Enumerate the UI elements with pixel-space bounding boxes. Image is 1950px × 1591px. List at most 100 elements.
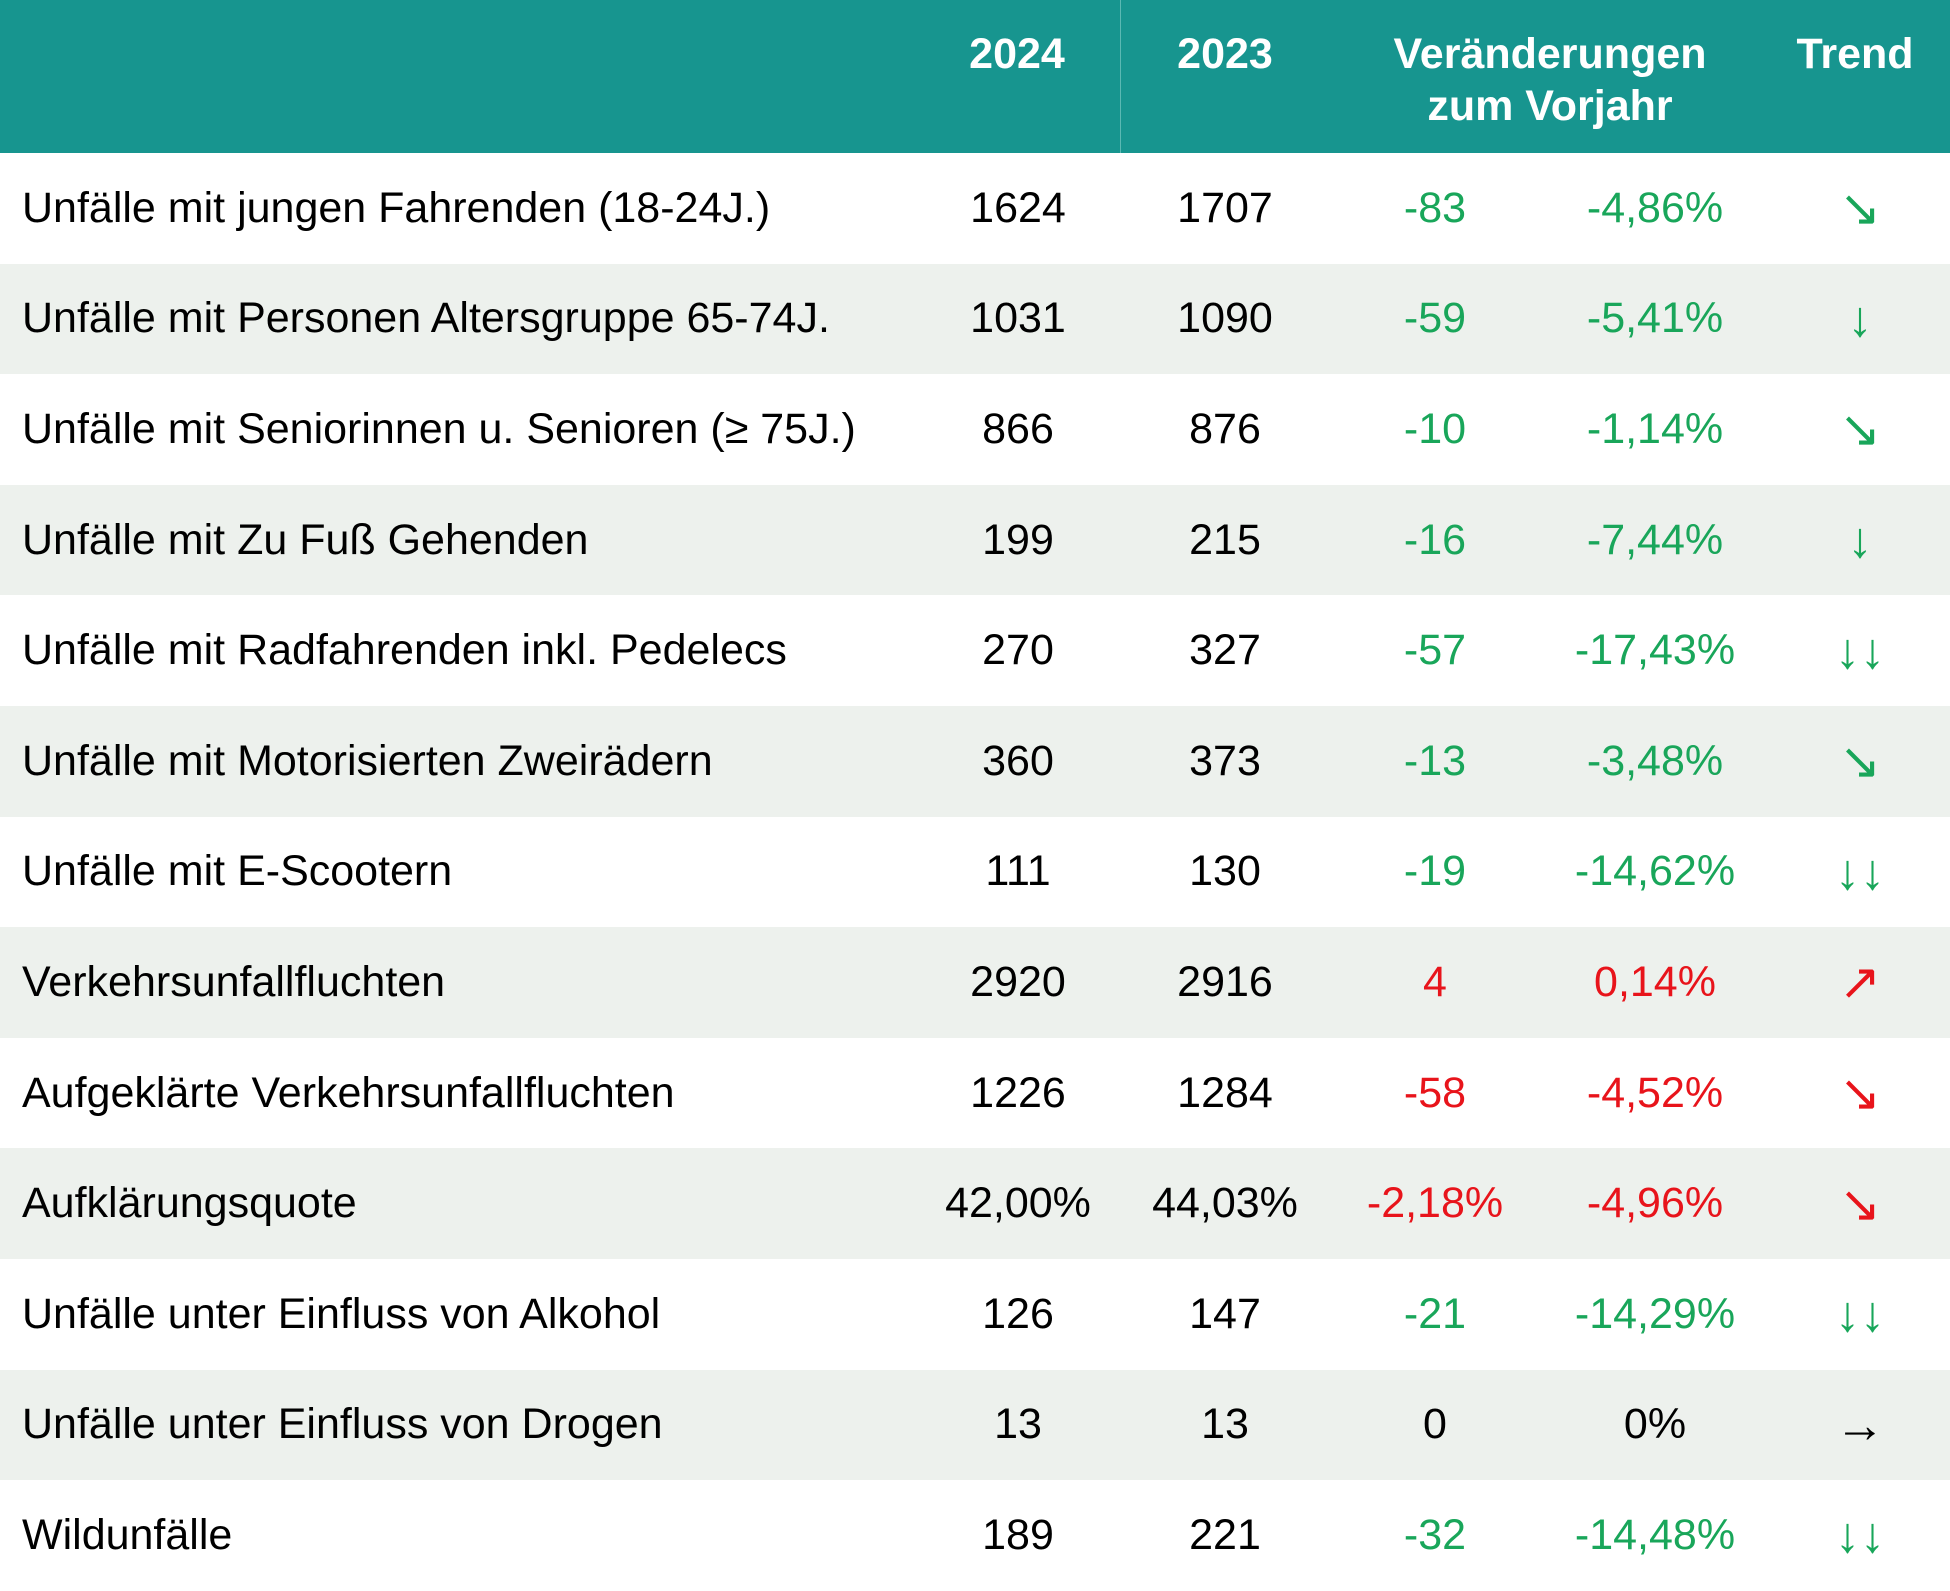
- value-2023: 1090: [1177, 294, 1273, 343]
- arrow-down-right-icon: ↘: [1839, 180, 1881, 237]
- change-absolute: -16: [1403, 515, 1467, 564]
- row-label: Unfälle mit Personen Altersgruppe 65-74J…: [22, 294, 830, 343]
- header-divider: [1120, 0, 1121, 153]
- table-row: Unfälle mit jungen Fahrenden (18-24J.) 16…: [0, 153, 1950, 264]
- arrow-down-right-icon: ↘: [1839, 1065, 1881, 1122]
- table-row: Wildunfälle 189 221 -32 -14,48% ↓↓: [0, 1480, 1950, 1591]
- value-2023: 130: [1189, 847, 1261, 896]
- value-2023: 13: [1201, 1400, 1249, 1449]
- value-2024: 13: [994, 1400, 1042, 1449]
- table-row: Unfälle mit Motorisierten Zweirädern 360 3…: [0, 705, 1950, 817]
- double-arrow-down-icon: ↓↓: [1835, 1286, 1885, 1343]
- table-row: Unfälle mit Personen Altersgruppe 65-74J…: [0, 263, 1950, 375]
- change-percent: -14,48%: [1574, 1510, 1736, 1559]
- value-2024: 189: [982, 1510, 1054, 1559]
- change-percent: -4,86%: [1586, 183, 1724, 232]
- value-2024: 866: [982, 404, 1054, 453]
- row-label: Aufgeklärte Verkehrsunfallfluchten: [22, 1068, 675, 1117]
- double-arrow-down-icon: ↓↓: [1835, 622, 1885, 679]
- arrow-down-icon: ↓: [1847, 512, 1873, 569]
- change-percent: -3,48%: [1586, 736, 1724, 785]
- value-2024: 42,00%: [945, 1179, 1091, 1228]
- header-change: Veränderungen zum Vorjahr: [1340, 28, 1760, 132]
- table-row: Unfälle mit E-Scootern 111 130 -19 -14,62% ↓↓: [0, 817, 1950, 928]
- value-2024: 360: [982, 736, 1054, 785]
- change-percent: 0%: [1623, 1400, 1687, 1449]
- double-arrow-down-icon: ↓↓: [1835, 1507, 1885, 1564]
- table-row: Verkehrsunfallfluchten 2920 2916 4 0,14% ↗: [0, 927, 1950, 1038]
- change-percent: -7,44%: [1586, 515, 1724, 564]
- value-2023: 147: [1189, 1289, 1261, 1338]
- value-2023: 876: [1189, 404, 1261, 453]
- value-2024: 2920: [970, 957, 1066, 1006]
- value-2024: 270: [982, 626, 1054, 675]
- table-row: Unfälle mit Zu Fuß Gehenden 199 215 -16 -7,4…: [0, 484, 1950, 596]
- change-percent: -1,14%: [1586, 404, 1724, 453]
- change-absolute: -59: [1403, 294, 1467, 343]
- change-absolute: 0: [1423, 1400, 1447, 1449]
- double-arrow-down-icon: ↓↓: [1835, 843, 1885, 900]
- header-2024: 2024: [969, 30, 1065, 78]
- change-absolute: 4: [1423, 957, 1447, 1006]
- change-absolute: -83: [1403, 183, 1467, 232]
- change-percent: -4,96%: [1586, 1179, 1724, 1228]
- table-body: Unfälle mit jungen Fahrenden (18-24J.) 16…: [0, 153, 1950, 1591]
- arrow-right-icon: →: [1835, 1396, 1885, 1453]
- row-label: Unfälle mit Radfahrenden inkl. Pedelecs: [22, 626, 787, 675]
- header-change-line1: Veränderungen: [1393, 30, 1707, 78]
- change-absolute: -10: [1403, 404, 1467, 453]
- value-2024: 199: [982, 515, 1054, 564]
- value-2023: 327: [1189, 626, 1261, 675]
- change-absolute: -32: [1403, 1510, 1467, 1559]
- row-label: Verkehrsunfallfluchten: [22, 957, 446, 1006]
- change-absolute: -19: [1403, 847, 1467, 896]
- row-label: Unfälle mit jungen Fahrenden (18-24J.): [22, 183, 771, 232]
- value-2024: 111: [985, 847, 1051, 896]
- value-2024: 126: [982, 1289, 1054, 1338]
- arrow-down-icon: ↓: [1847, 290, 1873, 347]
- change-absolute: -57: [1403, 626, 1467, 675]
- change-absolute: -13: [1403, 736, 1467, 785]
- row-label: Wildunfälle: [22, 1510, 233, 1559]
- value-2023: 221: [1189, 1510, 1261, 1559]
- row-label: Unfälle mit Seniorinnen u. Senioren (≥ 7…: [22, 404, 856, 453]
- value-2024: 1624: [970, 183, 1066, 232]
- value-2023: 1284: [1177, 1068, 1273, 1117]
- table-row: Aufgeklärte Verkehrsunfallfluchten 1226 12…: [0, 1038, 1950, 1149]
- change-absolute: -58: [1403, 1068, 1467, 1117]
- table-row: Aufklärungsquote 42,00% 44,03% -2,18% -4,96%…: [0, 1148, 1950, 1259]
- change-percent: -14,29%: [1574, 1289, 1736, 1338]
- table-row: Unfälle mit Radfahrenden inkl. Pedelecs 2…: [0, 595, 1950, 706]
- change-percent: -5,41%: [1586, 294, 1724, 343]
- table-row: Unfälle unter Einfluss von Drogen 13 13 0 0%…: [0, 1369, 1950, 1481]
- arrow-up-right-icon: ↗: [1839, 954, 1881, 1011]
- value-2023: 373: [1189, 736, 1261, 785]
- header-2023: 2023: [1177, 30, 1273, 78]
- value-2024: 1226: [970, 1068, 1066, 1117]
- row-label: Aufklärungsquote: [22, 1179, 357, 1228]
- change-percent: -17,43%: [1574, 626, 1736, 675]
- row-label: Unfälle unter Einfluss von Alkohol: [22, 1289, 661, 1338]
- table-row: Unfälle unter Einfluss von Alkohol 126 147…: [0, 1259, 1950, 1370]
- change-percent: -4,52%: [1586, 1068, 1724, 1117]
- arrow-down-right-icon: ↘: [1839, 733, 1881, 790]
- table-header: 2024 2023 Veränderungen zum Vorjahr Tren…: [0, 0, 1950, 153]
- header-trend: Trend: [1796, 30, 1914, 78]
- value-2023: 2916: [1177, 957, 1273, 1006]
- change-absolute: -2,18%: [1366, 1179, 1504, 1228]
- row-label: Unfälle mit Zu Fuß Gehenden: [22, 515, 589, 564]
- row-label: Unfälle unter Einfluss von Drogen: [22, 1400, 663, 1449]
- arrow-down-right-icon: ↘: [1839, 401, 1881, 458]
- arrow-down-right-icon: ↘: [1839, 1175, 1881, 1232]
- value-2023: 215: [1189, 515, 1261, 564]
- value-2024: 1031: [970, 294, 1066, 343]
- table-row: Unfälle mit Seniorinnen u. Senioren (≥ 7…: [0, 374, 1950, 485]
- change-absolute: -21: [1403, 1289, 1467, 1338]
- row-label: Unfälle mit Motorisierten Zweirädern: [22, 736, 713, 785]
- value-2023: 44,03%: [1152, 1179, 1298, 1228]
- value-2023: 1707: [1177, 183, 1273, 232]
- change-percent: 0,14%: [1594, 957, 1716, 1006]
- header-change-line2: zum Vorjahr: [1427, 82, 1673, 130]
- row-label: Unfälle mit E-Scootern: [22, 847, 453, 896]
